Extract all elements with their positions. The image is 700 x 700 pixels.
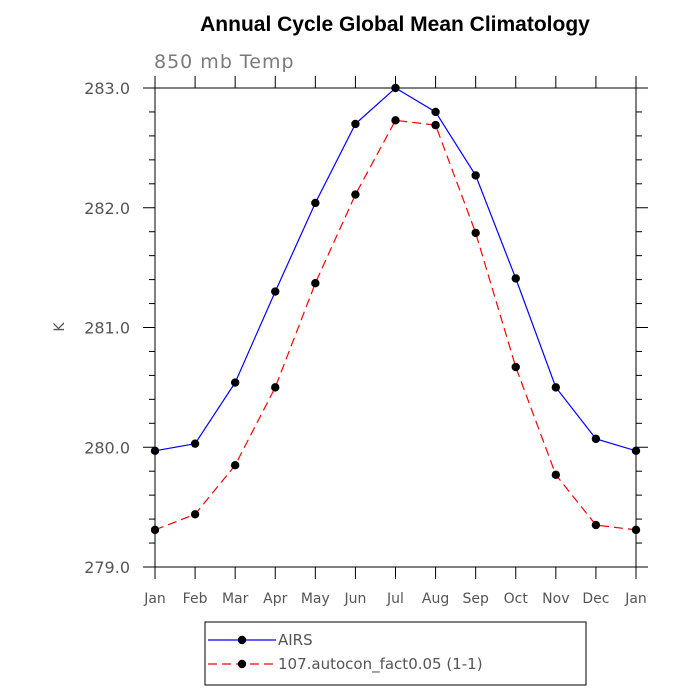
- series-point: [150, 446, 160, 456]
- x-tick-label: Jan: [624, 591, 647, 607]
- series-point: [271, 287, 280, 296]
- y-tick-label: 282.0: [84, 199, 130, 218]
- x-tick-label: Feb: [183, 591, 208, 607]
- series-line: [154, 87, 637, 452]
- series-point: [230, 461, 240, 470]
- series-point: [391, 83, 400, 93]
- series-point: [150, 525, 160, 535]
- x-tick-label: May: [301, 591, 330, 607]
- series-point: [631, 525, 641, 535]
- series-point: [351, 190, 360, 199]
- series-point: [591, 520, 601, 530]
- legend-marker: [237, 659, 247, 669]
- series-point: [511, 362, 520, 372]
- series-point: [351, 119, 360, 129]
- x-tick-label: Sep: [462, 591, 489, 607]
- chart-subtitle: 850 mb Temp: [154, 51, 295, 73]
- y-tick-labels: 279.0 280.0 281.0 282.0 283.0: [84, 79, 130, 577]
- series-point: [190, 510, 200, 519]
- legend-box: [204, 621, 587, 686]
- series-point: [431, 107, 440, 117]
- x-tick-label: Mar: [222, 591, 249, 607]
- series-point: [631, 446, 641, 456]
- legend-label: 107.autocon_fact0.05 (1-1): [278, 655, 483, 674]
- series-point: [271, 383, 280, 392]
- x-tick-label: Aug: [422, 591, 449, 607]
- series-point: [471, 171, 480, 180]
- series-point: [551, 470, 561, 479]
- series-line: [154, 119, 637, 531]
- y-tick-label: 281.0: [84, 319, 130, 338]
- y-tick-label: 279.0: [84, 558, 130, 577]
- series-point: [471, 228, 480, 238]
- legend-label: AIRS: [278, 631, 313, 649]
- series-point: [551, 383, 561, 392]
- x-tick-label: Oct: [504, 591, 529, 607]
- plot-area-frame: [154, 87, 637, 568]
- x-tick-label: Dec: [582, 591, 609, 607]
- x-tick-labels: Jan Feb Mar Apr May Jun Jul Aug Sep Oct Nov Dec Jan: [143, 591, 647, 607]
- axis-ticks: [143, 76, 648, 579]
- x-tick-label: Nov: [542, 591, 569, 607]
- y-axis-label: K: [52, 322, 68, 332]
- x-tick-label: Apr: [263, 591, 287, 607]
- series-point: [591, 434, 601, 444]
- series-point: [431, 120, 440, 130]
- series-point: [311, 278, 320, 288]
- chart-title: Annual Cycle Global Mean Climatology: [200, 13, 590, 36]
- legend-marker: [237, 635, 247, 645]
- series-point: [190, 439, 200, 448]
- series-point: [511, 274, 520, 283]
- y-tick-label: 280.0: [84, 438, 130, 457]
- series-point: [230, 378, 240, 387]
- x-tick-label: Jan: [143, 591, 166, 607]
- x-tick-label: Jul: [386, 591, 404, 607]
- series-point: [311, 198, 320, 208]
- legend: AIRS 107.autocon_fact0.05 (1-1): [208, 631, 483, 674]
- series-point: [391, 116, 400, 125]
- data-series: [150, 83, 641, 535]
- y-tick-label: 283.0: [84, 79, 130, 98]
- x-tick-label: Jun: [343, 591, 366, 607]
